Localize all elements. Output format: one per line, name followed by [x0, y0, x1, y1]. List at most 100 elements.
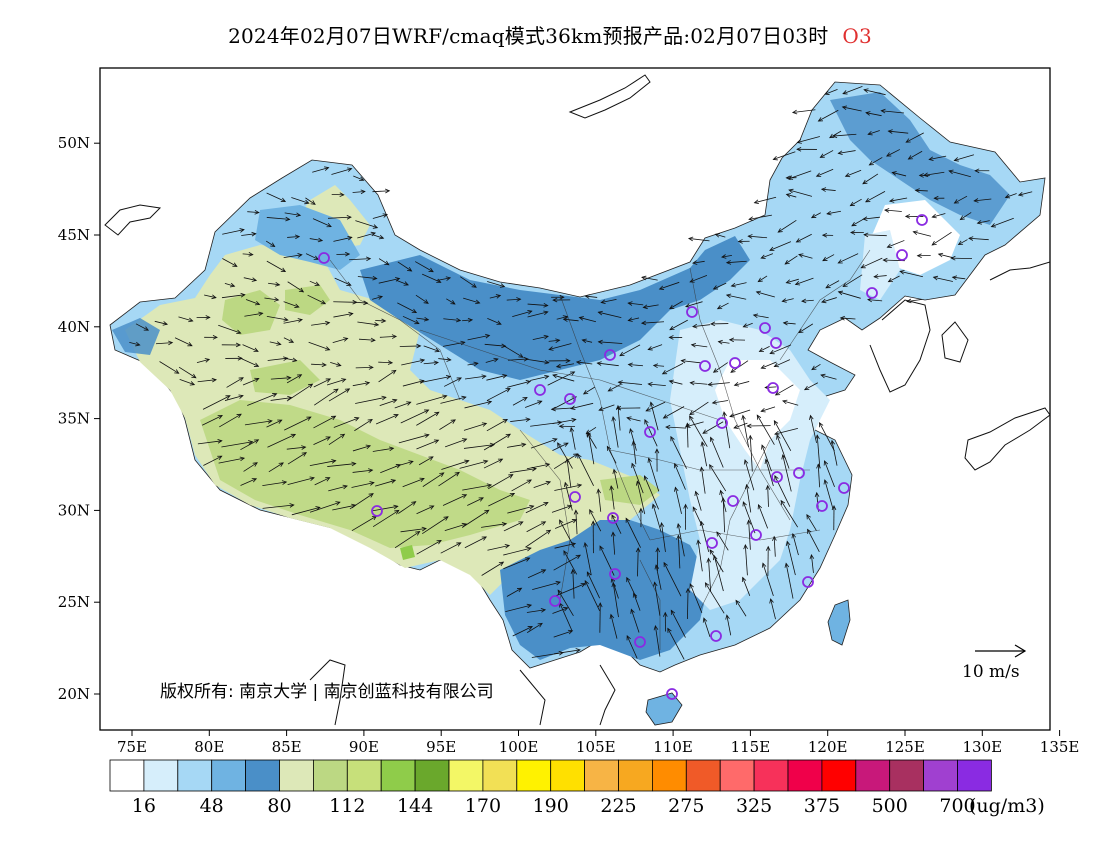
vector-scale-label: 10 m/s	[962, 662, 1020, 682]
station-marker	[699, 360, 711, 372]
station-marker	[634, 636, 646, 648]
title-main: 2024年02月07日WRF/cmaq模式36km预报产品:02月07日03时	[228, 24, 829, 48]
station-marker	[793, 467, 805, 479]
blue-region-dark-tibet	[255, 205, 360, 270]
legend-swatch	[550, 759, 586, 792]
legend-swatch	[652, 759, 687, 792]
station-marker	[686, 306, 698, 318]
legend-label: 80	[267, 795, 291, 817]
station-marker	[569, 491, 581, 503]
station-marker	[534, 384, 546, 396]
lon-tick-label: 120E	[808, 738, 848, 756]
legend-swatch	[211, 759, 246, 792]
legend-label: 225	[600, 795, 636, 817]
legend-label: 16	[132, 795, 156, 817]
blue-region-dark-west	[112, 318, 160, 355]
legend-swatch	[414, 759, 450, 792]
legend-swatch	[516, 759, 552, 792]
lat-tick-label: 25N	[58, 593, 90, 611]
lon-tick-label: 110E	[653, 738, 693, 756]
station-marker	[644, 426, 656, 438]
korea-coastline	[869, 299, 931, 393]
legend-label: 48	[200, 795, 224, 817]
station-marker	[371, 505, 383, 517]
map-title: 2024年02月07日WRF/cmaq模式36km预报产品:02月07日03时 O…	[0, 20, 1100, 49]
legend-label: 500	[872, 795, 908, 817]
lat-tick-label: 35N	[58, 410, 90, 428]
lon-tick-label: 105E	[576, 738, 616, 756]
station-marker	[896, 249, 908, 261]
japan-coastline	[964, 407, 1050, 471]
station-marker	[727, 495, 739, 507]
lat-tick-label: 20N	[58, 685, 90, 703]
lon-tick-label: 130E	[963, 738, 1003, 756]
map-layers	[104, 74, 1050, 726]
vector-scale: 10 m/s	[962, 644, 1027, 682]
station-marker	[710, 630, 722, 642]
station-marker	[607, 512, 619, 524]
legend-swatch	[109, 759, 145, 792]
japan-north-coastline	[941, 321, 969, 363]
legend-label: 190	[533, 795, 569, 817]
station-marker	[564, 393, 576, 405]
lat-tick-label: 40N	[58, 318, 90, 336]
station-marker	[802, 576, 814, 588]
wind-vectors	[129, 85, 1033, 660]
green-spot-5	[600, 475, 660, 505]
legend-swatch	[279, 759, 314, 792]
legend-label: 170	[465, 795, 501, 817]
lat-tick-label: 30N	[58, 501, 90, 519]
legend-swatch	[753, 759, 789, 792]
lon-tick-label: 135E	[1040, 738, 1080, 756]
legend-swatch	[923, 759, 958, 792]
station-markers	[318, 214, 928, 700]
blue-region-dark-ne	[830, 92, 1010, 225]
station-marker	[759, 322, 771, 334]
sea-of-japan-coastline	[989, 261, 1050, 281]
station-marker	[916, 214, 928, 226]
se-asia-coastline	[309, 659, 616, 726]
green-spot-1	[222, 290, 280, 335]
station-marker	[866, 287, 878, 299]
station-marker	[609, 568, 621, 580]
station-marker	[706, 537, 718, 549]
hainan-island	[645, 692, 683, 726]
lon-tick-label: 100E	[499, 738, 539, 756]
legend-swatch	[143, 759, 179, 792]
lon-tick-label: 115E	[731, 738, 771, 756]
green-region-dark	[200, 400, 530, 548]
title-species: O3	[842, 24, 872, 48]
station-marker	[816, 500, 828, 512]
legend-label: 275	[668, 795, 704, 817]
legend-swatch	[380, 759, 416, 792]
lon-tick-label: 85E	[272, 738, 302, 756]
lon-tick-label: 95E	[426, 738, 456, 756]
legend-swatch	[448, 759, 484, 792]
legend-swatch	[787, 759, 823, 792]
green-spot-3	[250, 360, 320, 395]
legend-swatch	[719, 759, 755, 792]
kazakh-lake-coastline	[104, 204, 162, 236]
station-marker	[767, 382, 779, 394]
legend-swatch	[177, 759, 213, 792]
legend-swatch	[584, 759, 619, 792]
legend-swatch	[957, 759, 992, 792]
legend-swatch	[821, 759, 857, 792]
station-marker	[604, 349, 616, 361]
legend-label: 112	[329, 795, 365, 817]
legend-unit: (ug/m3)	[969, 795, 1045, 817]
station-marker	[318, 252, 330, 264]
legend-swatch	[855, 759, 891, 792]
legend-swatch	[245, 759, 280, 792]
lon-tick-label: 75E	[117, 738, 147, 756]
station-marker	[729, 357, 741, 369]
province-boundaries	[329, 249, 871, 650]
station-marker	[770, 337, 782, 349]
legend-label: 325	[736, 795, 772, 817]
legend-swatch	[618, 759, 653, 792]
legend-swatch	[312, 759, 348, 792]
station-marker	[666, 688, 678, 700]
station-marker	[838, 482, 850, 494]
station-marker	[549, 595, 561, 607]
